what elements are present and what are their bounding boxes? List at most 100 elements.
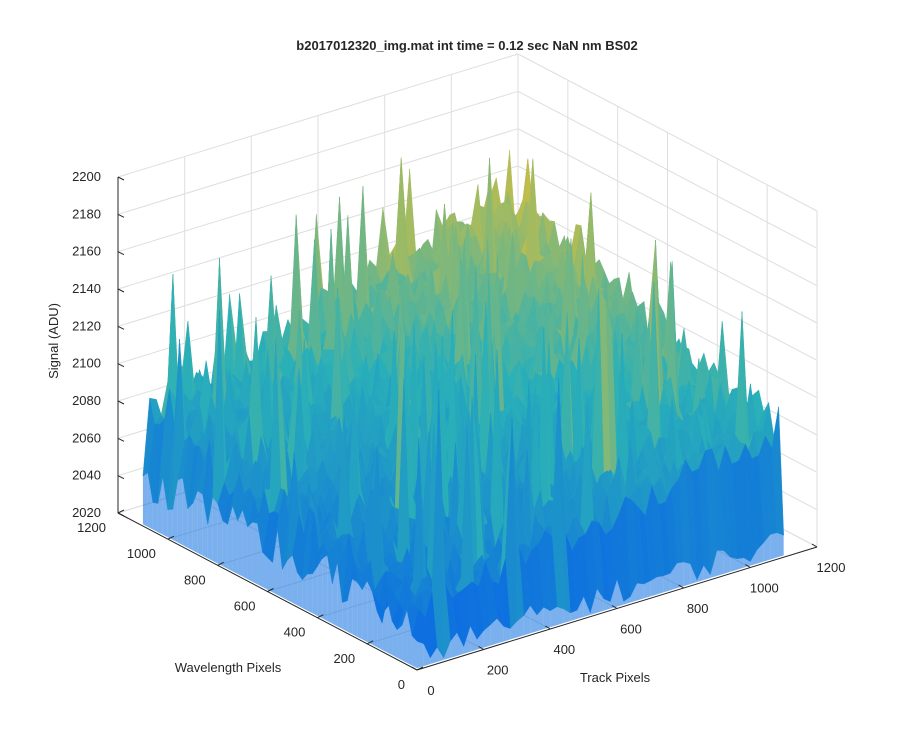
surface-skirt xyxy=(212,497,218,564)
surface-skirt xyxy=(307,573,313,614)
z-tick-label: 2200 xyxy=(72,169,101,184)
z-tick xyxy=(117,512,125,517)
surface-skirt xyxy=(367,580,373,645)
surface-skirt xyxy=(690,563,697,585)
surface-skirt xyxy=(257,523,263,588)
z-axis-title: Signal (ADU) xyxy=(46,303,61,379)
surface-skirt xyxy=(392,621,398,658)
y-tick xyxy=(167,535,175,540)
surface-skirt xyxy=(252,522,258,585)
surface-skirt xyxy=(750,549,757,566)
surface-skirt xyxy=(530,605,537,634)
surface-skirt xyxy=(297,572,303,608)
surface-skirt xyxy=(443,641,451,660)
surface-skirt xyxy=(397,625,403,661)
surface-skirt xyxy=(147,472,153,530)
surface-skirt xyxy=(372,591,378,648)
surface-skirt xyxy=(247,522,253,582)
surface-skirt xyxy=(152,502,158,533)
surface-skirt xyxy=(710,550,717,578)
z-tick-label: 2040 xyxy=(72,468,101,483)
surface-skirt xyxy=(670,563,677,591)
surface-skirt xyxy=(483,624,491,648)
surface-skirt xyxy=(743,557,751,568)
surface-skirt xyxy=(583,596,591,617)
x-tick xyxy=(811,543,818,548)
surface-skirt xyxy=(172,479,178,543)
surface-skirt xyxy=(217,503,223,567)
surface-skirt xyxy=(617,579,624,607)
surface-skirt xyxy=(450,632,457,658)
surface-skirt xyxy=(763,534,771,562)
surface-skirt xyxy=(167,509,173,540)
surface-skirt xyxy=(337,562,343,629)
grid-line xyxy=(117,165,519,290)
y-tick xyxy=(317,614,324,619)
surface-skirt xyxy=(207,497,213,561)
surface-skirt xyxy=(352,578,358,637)
z-tick xyxy=(117,325,125,330)
surface-skirt xyxy=(222,520,228,569)
surface-skirt xyxy=(237,509,243,577)
surface-skirt xyxy=(697,565,704,583)
y-tick-label: 600 xyxy=(234,599,256,614)
surface-skirt xyxy=(650,576,657,597)
grid-line xyxy=(117,90,519,215)
tick-labels: 0 200 400 600 800 1000 1200 0 200 400 600 800 1000 12… xyxy=(72,169,845,698)
x-tick-label: 0 xyxy=(427,683,434,698)
grid-line xyxy=(517,202,818,361)
surface-skirt xyxy=(477,630,484,650)
x-tick-label: 200 xyxy=(487,663,509,678)
x-tick-label: 400 xyxy=(553,642,575,657)
surface-skirt xyxy=(597,588,604,613)
surface-skirt xyxy=(537,607,544,632)
surface-skirt xyxy=(543,607,551,630)
surface-skirt xyxy=(437,647,444,662)
surface-skirt xyxy=(523,605,531,636)
surface-skirt xyxy=(470,625,477,652)
x-tick-label: 1000 xyxy=(750,581,779,596)
x-tick xyxy=(611,605,618,609)
surface-skirt xyxy=(377,611,383,650)
surface-skirt xyxy=(737,557,744,570)
x-tick xyxy=(678,584,684,589)
surface-skirt xyxy=(770,532,777,560)
surface-skirt xyxy=(402,610,408,663)
surface-skirt xyxy=(643,580,651,599)
surface-skirt xyxy=(197,490,203,556)
surface-plot xyxy=(142,149,784,669)
surface-skirt xyxy=(490,618,497,646)
surface-skirt xyxy=(277,529,283,598)
y-tick xyxy=(416,666,424,671)
surface-skirt xyxy=(590,588,597,615)
surface-skirt xyxy=(347,578,353,635)
y-tick-label: 1000 xyxy=(127,546,156,561)
surface-skirt xyxy=(272,529,278,595)
surface-skirt xyxy=(317,558,323,619)
surface-skirt xyxy=(423,643,431,667)
surface-skirt xyxy=(192,490,198,553)
surface-skirt xyxy=(663,573,671,593)
surface-skirt xyxy=(563,609,571,624)
x-tick xyxy=(745,564,751,568)
z-tick xyxy=(117,437,125,442)
surface-skirt xyxy=(362,580,368,642)
x-axis-title: Track Pixels xyxy=(580,670,651,685)
grid-line xyxy=(517,165,818,324)
surface-skirt xyxy=(623,596,631,605)
chart-title: b2017012320_img.mat int time = 0.12 sec … xyxy=(296,38,637,53)
surface-skirt xyxy=(387,598,393,656)
z-tick xyxy=(117,176,125,181)
x-tick-label: 1200 xyxy=(817,560,846,575)
y-tick-label: 200 xyxy=(333,651,355,666)
z-tick-label: 2160 xyxy=(72,244,101,259)
surface-skirt xyxy=(357,582,363,640)
surface-skirt xyxy=(182,478,188,548)
surface-skirt xyxy=(232,505,238,574)
surface-skirt xyxy=(312,566,318,616)
z-tick xyxy=(117,475,125,480)
surface-skirt xyxy=(412,635,417,669)
y-tick-label: 800 xyxy=(184,572,206,587)
surface-skirt xyxy=(162,477,168,538)
grid-line xyxy=(117,128,519,253)
